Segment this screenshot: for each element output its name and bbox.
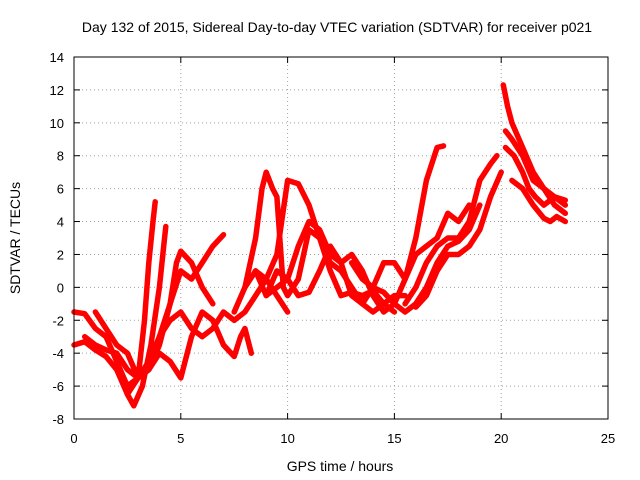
y-tick-label: -6: [52, 379, 64, 394]
x-tick-label: 25: [601, 431, 615, 446]
data-series: [71, 82, 569, 409]
x-tick-label: 20: [494, 431, 508, 446]
series-sat-f: [135, 309, 255, 381]
y-tick-label: 4: [57, 215, 64, 230]
y-tick-label: 12: [50, 83, 64, 98]
series-sat-l: [402, 152, 500, 307]
y-tick-label: -4: [52, 346, 64, 361]
chart-title: Day 132 of 2015, Sidereal Day-to-day VTE…: [82, 19, 592, 35]
x-tick-label: 5: [177, 431, 184, 446]
y-axis-label: SDTVAR / TECUs: [7, 182, 23, 294]
y-tick-label: 8: [57, 149, 64, 164]
y-tick-label: 2: [57, 247, 64, 262]
x-tick-label: 15: [387, 431, 401, 446]
series-sat-j: [263, 202, 472, 307]
y-tick-label: 10: [50, 116, 64, 131]
series-sat-n: [500, 82, 569, 217]
y-tick-label: -8: [52, 412, 64, 427]
series-sat-a: [71, 199, 158, 389]
series-sat-m: [413, 169, 504, 310]
series-sat-i: [242, 143, 447, 315]
series-sat-b: [71, 223, 169, 409]
axis-ticks: [73, 56, 609, 420]
y-tick-label: -2: [52, 313, 64, 328]
y-tick-label: 14: [50, 50, 64, 65]
series-sat-p: [502, 144, 569, 208]
y-tick-label: 0: [57, 280, 64, 295]
plot-frame: [73, 56, 609, 420]
series-sat-q: [509, 177, 569, 225]
x-tick-label: 10: [280, 431, 294, 446]
y-tick-labels: -8 -6 -4 -2 0 2 4 6 8 10 12 14: [50, 50, 64, 427]
x-tick-labels: 0 5 10 15 20 25: [70, 431, 615, 446]
y-tick-label: 6: [57, 182, 64, 197]
x-axis-label: GPS time / hours: [287, 458, 394, 474]
x-tick-label: 0: [70, 431, 77, 446]
series-sat-d: [92, 248, 216, 381]
series-sat-h: [252, 177, 408, 307]
